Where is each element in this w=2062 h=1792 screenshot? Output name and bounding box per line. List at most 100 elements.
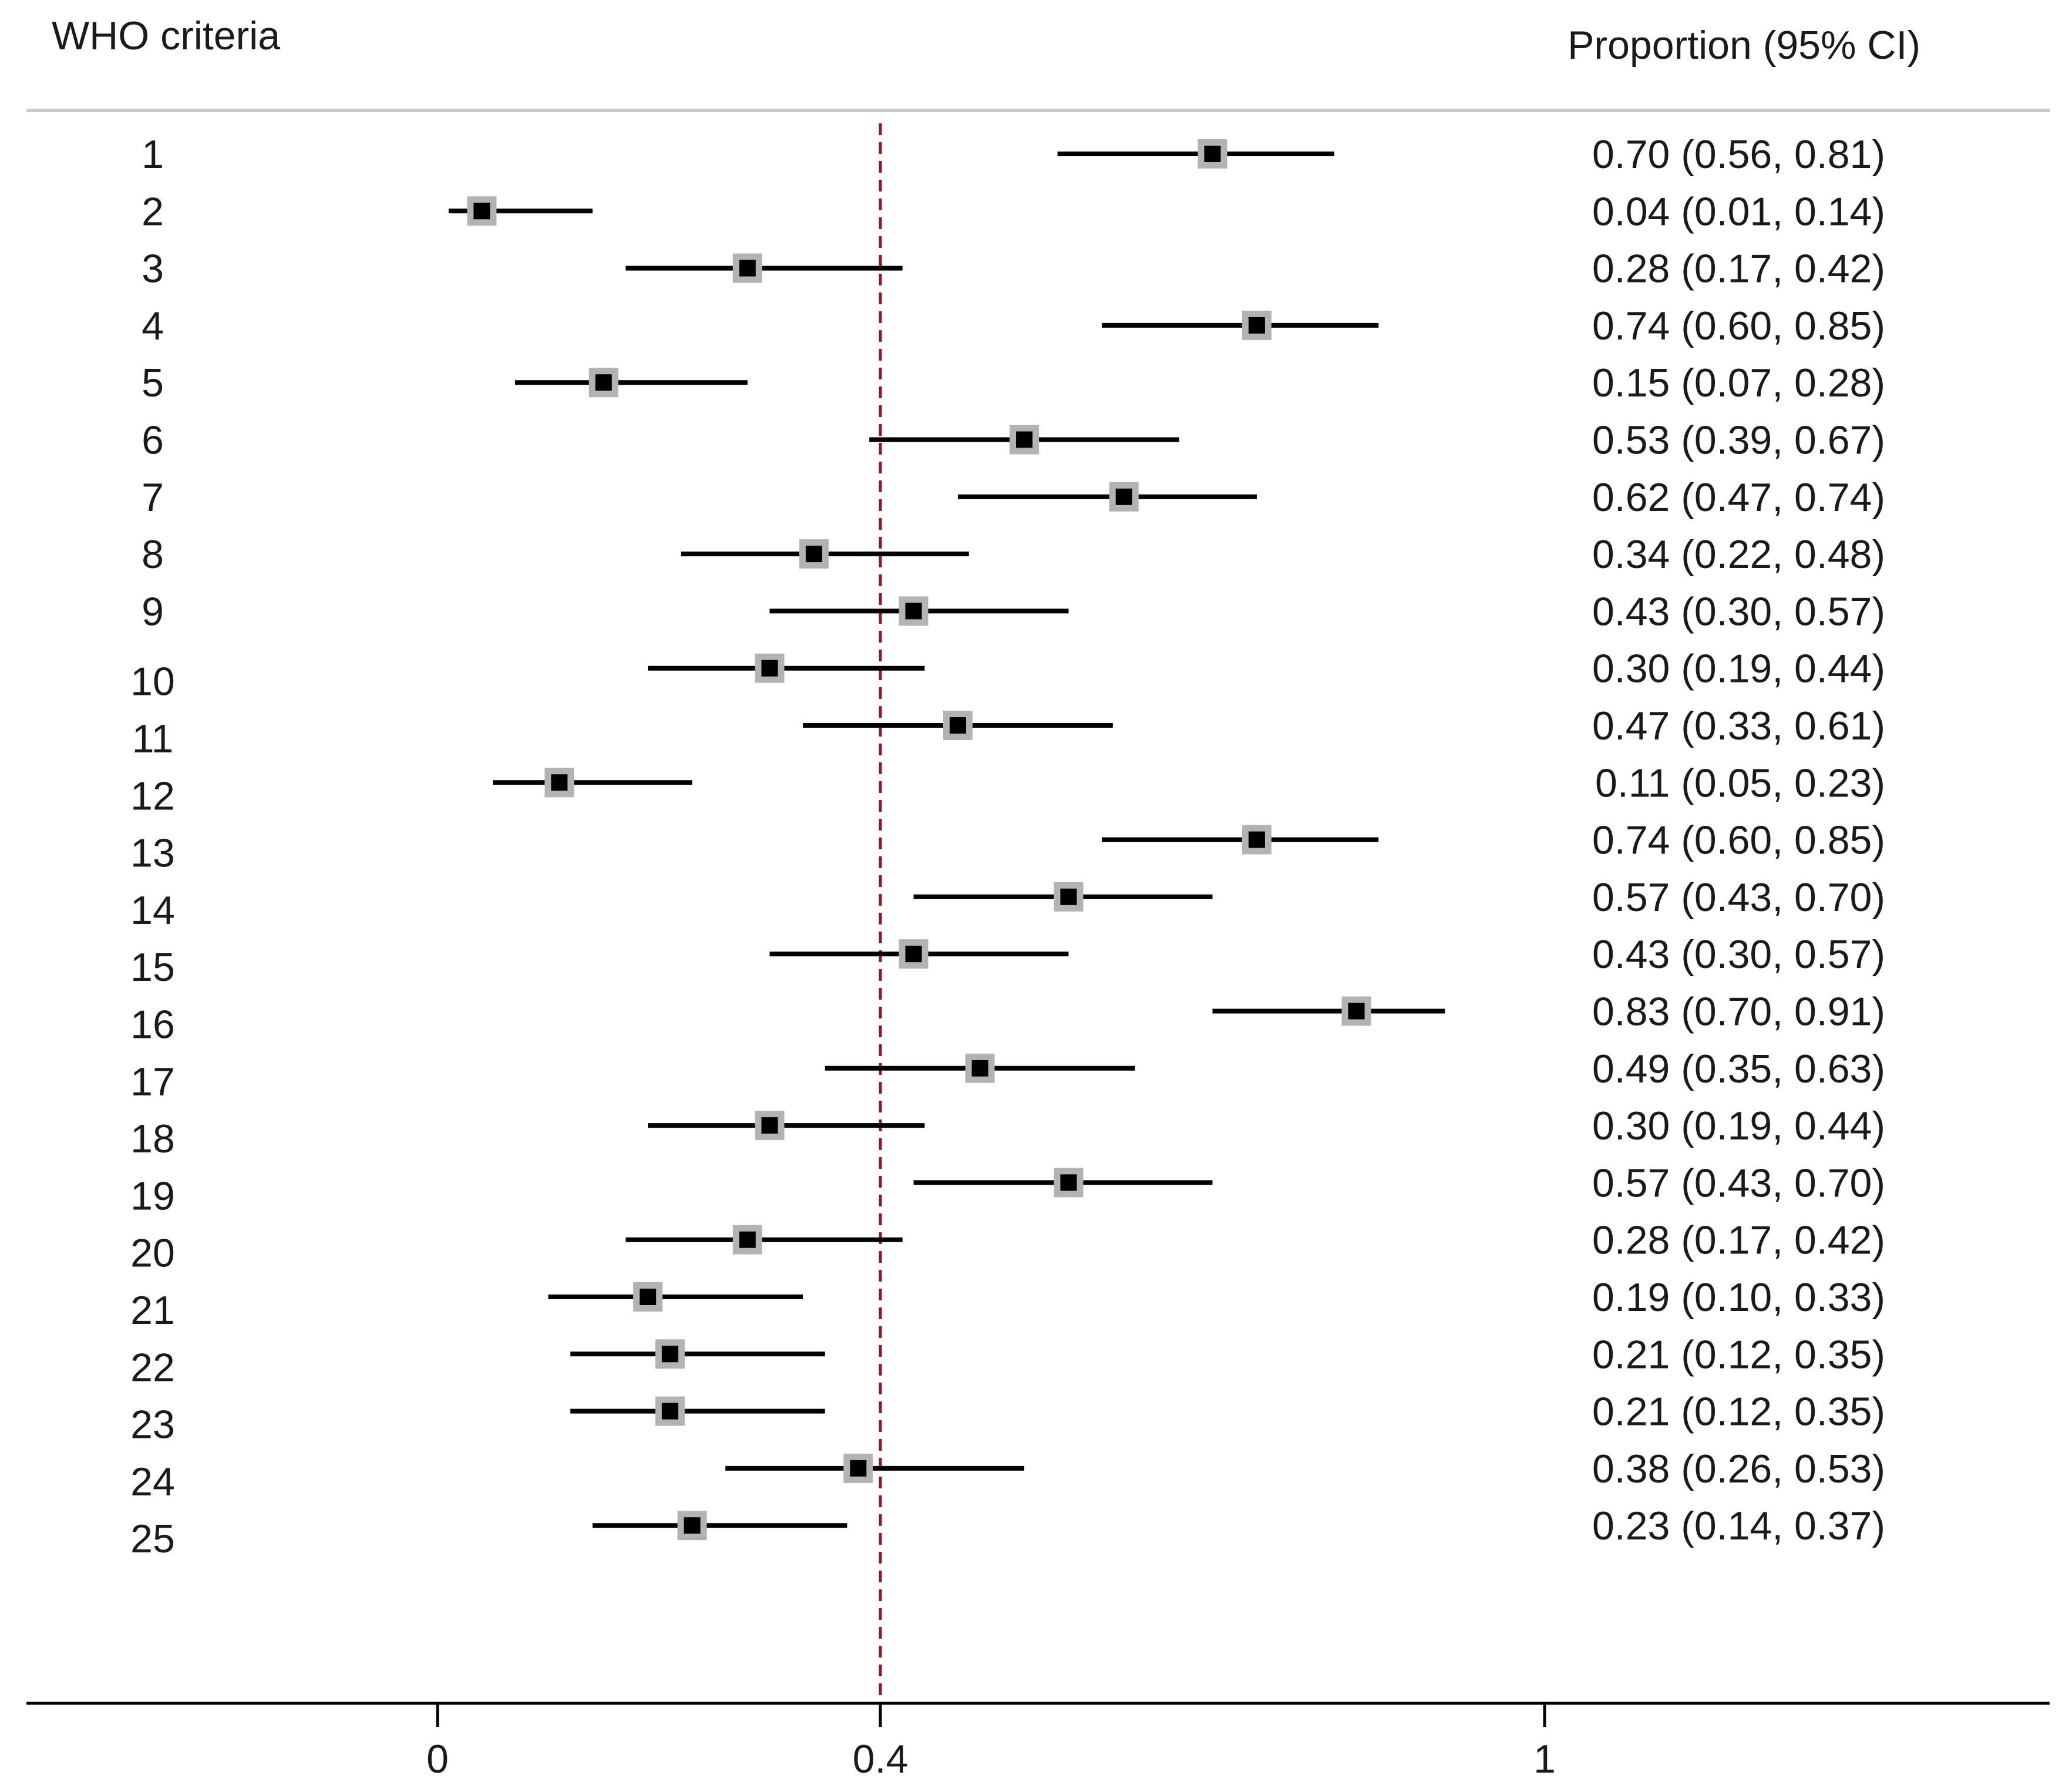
estimate-label: 0.30 (0.19, 0.44): [1592, 1104, 1885, 1148]
estimate-marker: [739, 1231, 756, 1248]
estimate-marker: [1248, 317, 1265, 334]
estimate-marker: [1348, 1003, 1365, 1020]
forest-row: 23 0.21 (0.12, 0.35): [130, 1390, 1885, 1447]
estimate-marker: [661, 1346, 678, 1363]
row-label: 24: [130, 1460, 175, 1504]
row-label: 18: [130, 1117, 175, 1161]
estimate-marker: [850, 1460, 867, 1477]
estimate-marker: [551, 774, 568, 791]
estimate-label: 0.34 (0.22, 0.48): [1592, 532, 1885, 577]
row-label: 12: [130, 774, 175, 818]
row-label: 19: [130, 1174, 175, 1218]
forest-row: 9 0.43 (0.30, 0.57): [142, 589, 1885, 634]
estimate-label: 0.62 (0.47, 0.74): [1592, 475, 1885, 520]
estimate-label: 0.30 (0.19, 0.44): [1592, 647, 1885, 691]
row-label: 6: [142, 418, 164, 463]
row-label: 15: [130, 945, 175, 990]
row-label: 10: [130, 660, 175, 704]
estimate-label: 0.38 (0.26, 0.53): [1592, 1447, 1885, 1491]
forest-row: 18 0.30 (0.19, 0.44): [130, 1104, 1885, 1161]
estimate-label: 0.70 (0.56, 0.81): [1592, 132, 1885, 177]
row-label: 2: [142, 189, 164, 234]
estimate-label: 0.57 (0.43, 0.70): [1592, 875, 1885, 920]
forest-row: 22 0.21 (0.12, 0.35): [130, 1332, 1885, 1390]
forest-row: 20 0.28 (0.17, 0.42): [130, 1218, 1885, 1276]
estimate-marker: [1248, 831, 1265, 848]
estimate-marker: [761, 1117, 778, 1134]
row-label: 1: [142, 132, 164, 177]
estimate-marker: [949, 717, 966, 734]
forest-row: 1 0.70 (0.56, 0.81): [142, 132, 1885, 177]
row-label: 17: [130, 1060, 175, 1104]
estimate-marker: [684, 1517, 701, 1534]
forest-row: 14 0.57 (0.43, 0.70): [130, 875, 1885, 933]
estimate-marker: [739, 260, 756, 277]
forest-row: 3 0.28 (0.17, 0.42): [142, 247, 1885, 291]
x-tick-label: 1: [1533, 1737, 1556, 1781]
estimate-marker: [1060, 888, 1077, 905]
forest-row: 16 0.83 (0.70, 0.91): [130, 990, 1885, 1047]
x-tick-label: 0.4: [853, 1737, 909, 1781]
estimate-marker: [905, 603, 922, 620]
row-label: 13: [130, 831, 175, 876]
forest-row: 25 0.23 (0.14, 0.37): [130, 1504, 1885, 1561]
estimate-label: 0.53 (0.39, 0.67): [1592, 418, 1885, 463]
row-label: 11: [132, 717, 174, 761]
row-label: 9: [142, 589, 164, 634]
estimate-marker: [1060, 1174, 1077, 1191]
row-label: 25: [130, 1517, 175, 1561]
row-label: 16: [130, 1003, 175, 1047]
row-label: 7: [142, 475, 164, 520]
forest-row: 13 0.74 (0.60, 0.85): [130, 818, 1885, 876]
forest-row: 19 0.57 (0.43, 0.70): [130, 1161, 1885, 1218]
forest-row: 2 0.04 (0.01, 0.14): [142, 189, 1885, 234]
forest-row: 10 0.30 (0.19, 0.44): [130, 647, 1885, 704]
forest-row: 4 0.74 (0.60, 0.85): [142, 304, 1885, 348]
estimate-marker: [905, 946, 922, 963]
row-label: 4: [142, 304, 164, 348]
estimate-label: 0.11 (0.05, 0.23): [1595, 761, 1885, 805]
forest-row: 7 0.62 (0.47, 0.74): [142, 475, 1885, 520]
forest-row: 21 0.19 (0.10, 0.33): [130, 1275, 1885, 1333]
forest-row: 11 0.47 (0.33, 0.61): [132, 704, 1885, 761]
estimate-label: 0.74 (0.60, 0.85): [1592, 818, 1885, 863]
x-tick-label: 0: [426, 1737, 449, 1781]
estimate-label: 0.83 (0.70, 0.91): [1592, 990, 1885, 1034]
row-label: 21: [130, 1288, 175, 1333]
row-label: 23: [130, 1403, 175, 1447]
estimate-label: 0.47 (0.33, 0.61): [1592, 704, 1885, 748]
forest-row: 24 0.38 (0.26, 0.53): [130, 1447, 1885, 1504]
row-label: 3: [142, 247, 164, 291]
estimate-label: 0.15 (0.07, 0.28): [1592, 361, 1885, 405]
estimate-label: 0.57 (0.43, 0.70): [1592, 1161, 1885, 1205]
estimate-marker: [473, 203, 490, 220]
estimate-marker: [805, 546, 822, 563]
estimate-label: 0.23 (0.14, 0.37): [1592, 1504, 1885, 1548]
right-column-header: Proportion (95% CI): [1567, 23, 1920, 68]
forest-row: 8 0.34 (0.22, 0.48): [142, 532, 1885, 577]
forest-row: 5 0.15 (0.07, 0.28): [142, 361, 1885, 405]
estimate-label: 0.28 (0.17, 0.42): [1592, 247, 1885, 291]
estimate-label: 0.74 (0.60, 0.85): [1592, 304, 1885, 348]
estimate-marker: [1115, 488, 1132, 505]
row-label: 8: [142, 532, 164, 577]
forest-rows: 1 0.70 (0.56, 0.81) 2 0.04 (0.01, 0.14) 3 0.2…: [130, 132, 1885, 1561]
row-label: 14: [130, 888, 175, 933]
estimate-marker: [640, 1289, 657, 1305]
forest-row: 12 0.11 (0.05, 0.23): [130, 761, 1885, 818]
x-axis: 0 0.4 1: [26, 1702, 2050, 1781]
estimate-marker: [595, 374, 612, 391]
estimate-marker: [761, 660, 778, 677]
forest-row: 6 0.53 (0.39, 0.67): [142, 418, 1885, 463]
estimate-marker: [971, 1060, 988, 1077]
estimate-label: 0.21 (0.12, 0.35): [1592, 1390, 1885, 1434]
estimate-label: 0.19 (0.10, 0.33): [1592, 1275, 1885, 1320]
row-label: 20: [130, 1231, 175, 1276]
estimate-marker: [1204, 146, 1221, 162]
estimate-label: 0.49 (0.35, 0.63): [1592, 1047, 1885, 1091]
row-label: 22: [130, 1345, 175, 1390]
forest-row: 17 0.49 (0.35, 0.63): [130, 1047, 1885, 1104]
estimate-marker: [1016, 431, 1033, 448]
left-column-header: WHO criteria: [52, 14, 280, 58]
